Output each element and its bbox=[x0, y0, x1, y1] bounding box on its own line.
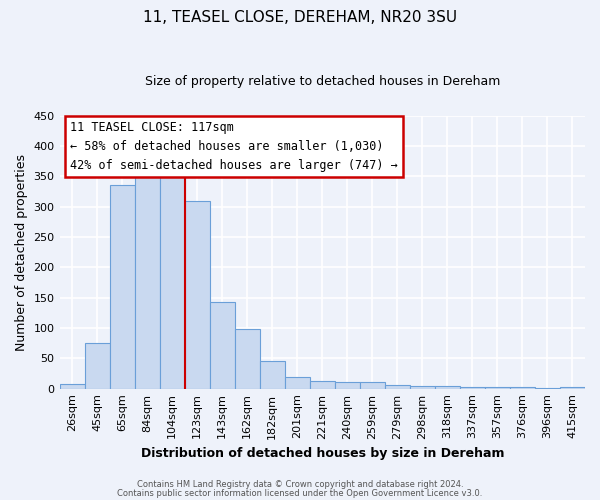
Bar bbox=[85, 343, 110, 388]
Bar bbox=[335, 382, 360, 388]
Bar bbox=[134, 173, 160, 388]
Text: 11 TEASEL CLOSE: 117sqm
← 58% of detached houses are smaller (1,030)
42% of semi: 11 TEASEL CLOSE: 117sqm ← 58% of detache… bbox=[70, 121, 398, 172]
X-axis label: Distribution of detached houses by size in Dereham: Distribution of detached houses by size … bbox=[140, 447, 504, 460]
Bar bbox=[285, 376, 310, 388]
Bar bbox=[59, 384, 85, 388]
Text: 11, TEASEL CLOSE, DEREHAM, NR20 3SU: 11, TEASEL CLOSE, DEREHAM, NR20 3SU bbox=[143, 10, 457, 25]
Bar bbox=[385, 385, 410, 388]
Bar bbox=[410, 386, 435, 388]
Bar bbox=[485, 387, 510, 388]
Bar bbox=[435, 386, 460, 388]
Bar bbox=[235, 328, 260, 388]
Bar bbox=[185, 200, 209, 388]
Bar bbox=[360, 382, 385, 388]
Bar bbox=[310, 381, 335, 388]
Bar bbox=[160, 164, 185, 388]
Title: Size of property relative to detached houses in Dereham: Size of property relative to detached ho… bbox=[145, 75, 500, 88]
Text: Contains HM Land Registry data © Crown copyright and database right 2024.: Contains HM Land Registry data © Crown c… bbox=[137, 480, 463, 489]
Bar bbox=[460, 387, 485, 388]
Bar bbox=[110, 186, 134, 388]
Y-axis label: Number of detached properties: Number of detached properties bbox=[15, 154, 28, 350]
Bar bbox=[260, 361, 285, 388]
Bar bbox=[209, 302, 235, 388]
Text: Contains public sector information licensed under the Open Government Licence v3: Contains public sector information licen… bbox=[118, 488, 482, 498]
